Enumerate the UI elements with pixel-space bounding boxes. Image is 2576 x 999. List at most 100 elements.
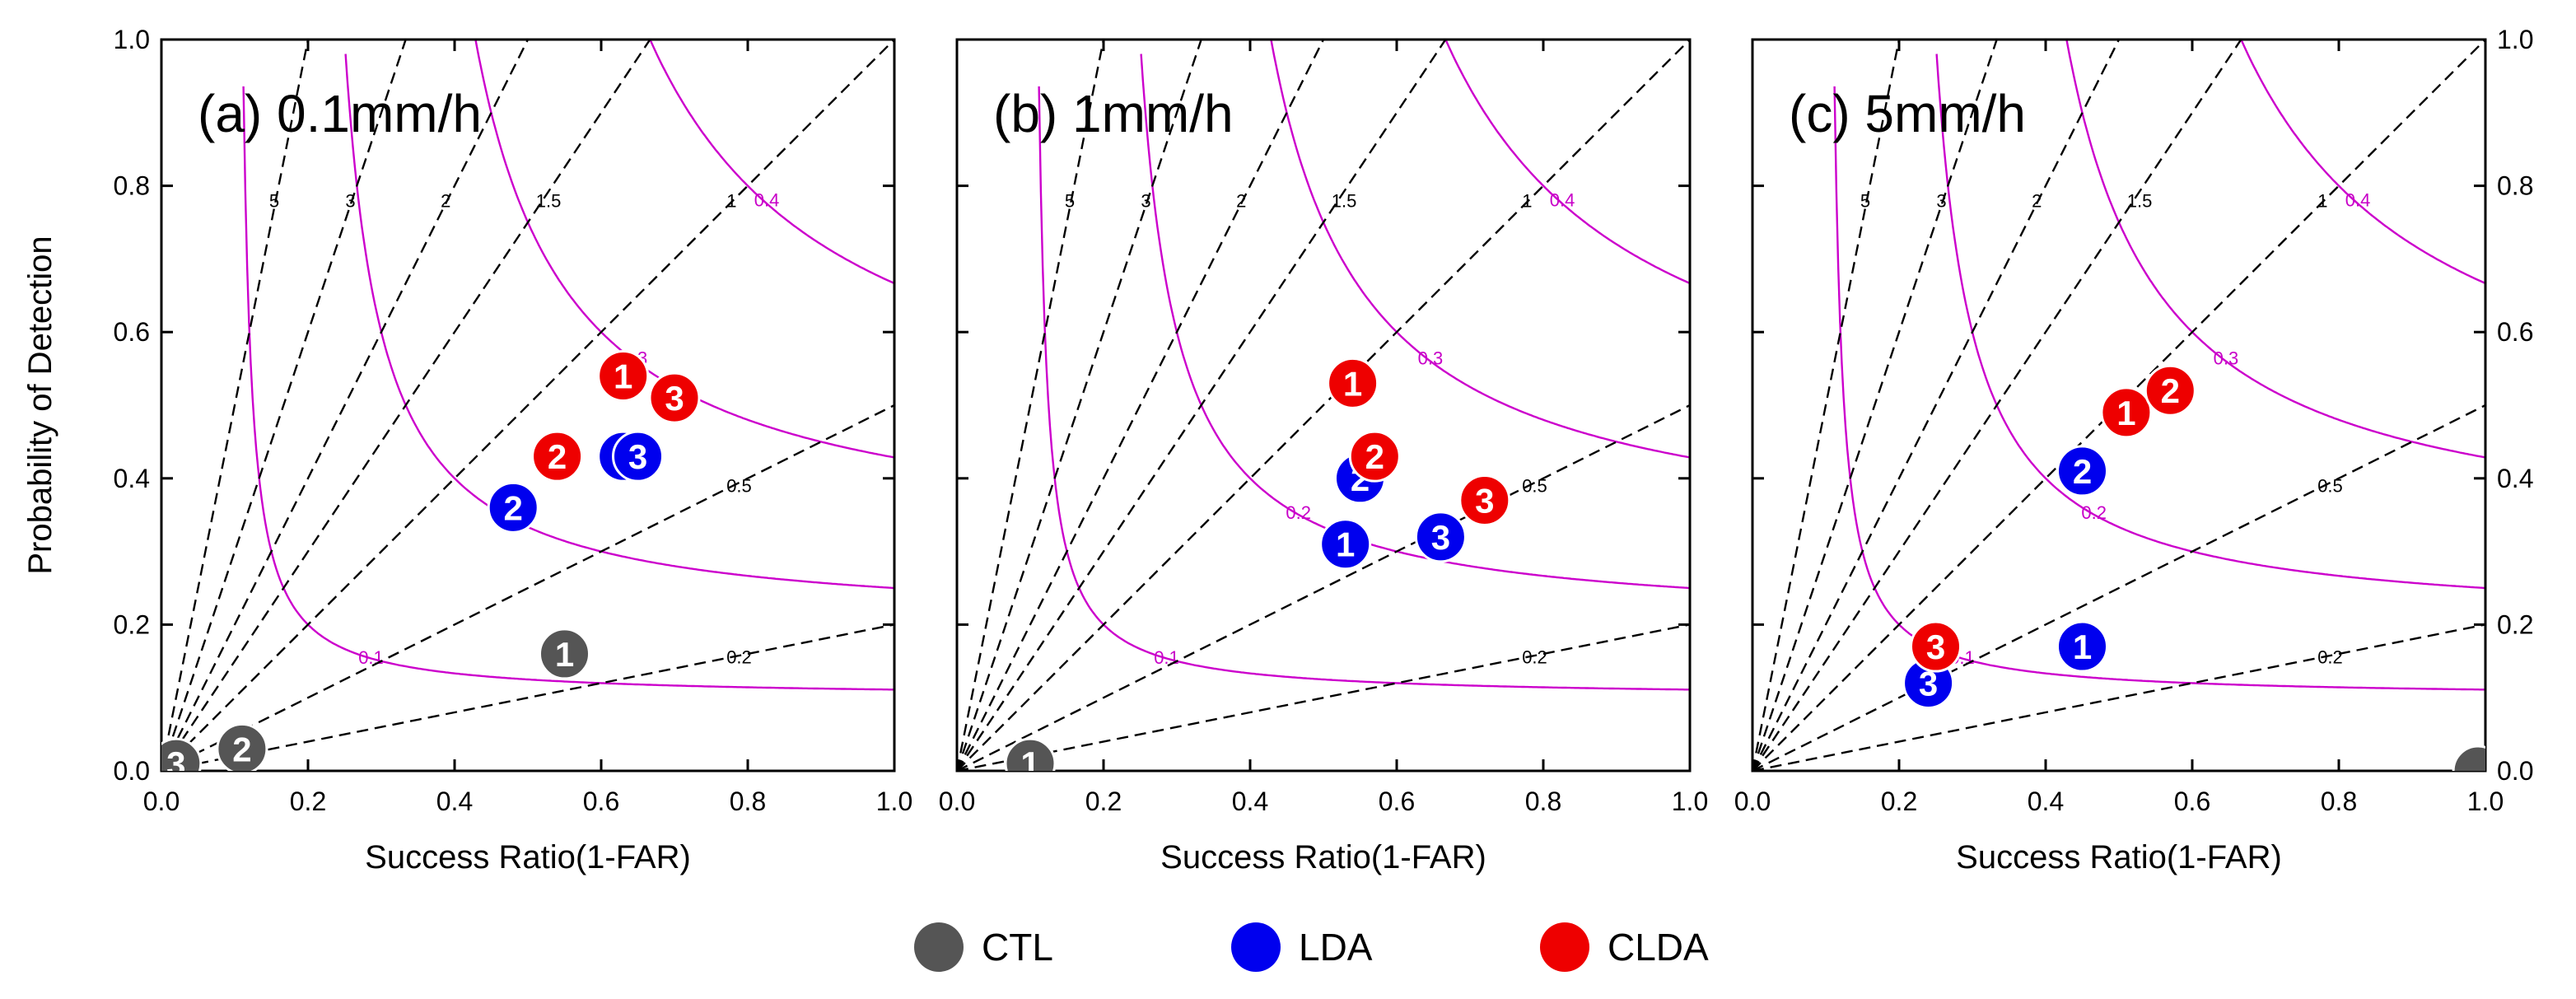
panel-title: (a) 0.1mm/h xyxy=(198,84,482,143)
marker-lda xyxy=(2056,620,2108,673)
panel-title: (b) 1mm/h xyxy=(993,84,1234,143)
y-tick-label-right: 0.8 xyxy=(2497,171,2533,201)
marker-ctl xyxy=(539,628,590,680)
marker-clda xyxy=(2144,364,2196,417)
csi-contour xyxy=(1935,54,2485,590)
y-tick-label-right: 0.0 xyxy=(2497,756,2533,786)
x-tick-label: 0.8 xyxy=(730,787,766,816)
bias-line xyxy=(1752,623,2485,771)
marker-label: 1 xyxy=(2073,628,2092,666)
x-axis-title: Success Ratio(1-FAR) xyxy=(1956,839,2282,875)
y-tick-label: 0.2 xyxy=(114,609,150,639)
marker-label: 3 xyxy=(1919,664,1938,703)
plot-frame xyxy=(1751,38,2487,773)
marker-label: 1 xyxy=(2116,394,2135,432)
x-tick-label: 1.0 xyxy=(876,787,912,816)
marker-label: 3 xyxy=(628,437,647,476)
csi-contour xyxy=(1140,54,1690,590)
legend-marker-lda xyxy=(1231,922,1281,972)
marker-label: 3 xyxy=(1926,628,1945,666)
plot-frame xyxy=(955,38,1692,773)
csi-contour xyxy=(2473,26,2486,40)
marker-ctl xyxy=(216,722,268,771)
panel-2: 0.1 0.2 0.3 0.4 0.2 0.5 1 1.5 2 3 5 0.0 0.2 0.4 0.6 0.8… xyxy=(939,38,1708,875)
x-tick-label: 0.0 xyxy=(1734,787,1771,816)
bias-label: 0.2 xyxy=(2317,647,2343,667)
bias-line xyxy=(161,40,651,771)
csi-contour xyxy=(2239,40,2485,285)
bias-label: 0.5 xyxy=(726,476,752,497)
marker-clda xyxy=(648,371,701,424)
marker-label: 1 xyxy=(1343,364,1362,403)
bias-label: 5 xyxy=(269,190,279,211)
x-tick-label: 0.0 xyxy=(939,787,975,816)
x-tick-label: 0.6 xyxy=(2174,787,2210,816)
x-axis-title: Success Ratio(1-FAR) xyxy=(1160,839,1486,875)
bias-line xyxy=(161,40,894,771)
plot-frame xyxy=(160,38,896,773)
csi-contour xyxy=(344,54,894,590)
bias-label: 1.5 xyxy=(1332,190,1357,211)
bias-line xyxy=(1752,404,2485,771)
legend-label-clda: CLDA xyxy=(1608,926,1709,969)
csi-label: 0.1 xyxy=(1154,647,1179,668)
csi-contour xyxy=(1270,40,1690,459)
x-tick-label: 0.4 xyxy=(2028,787,2064,816)
marker-label: 2 xyxy=(1365,437,1384,476)
x-tick-label: 0.8 xyxy=(2321,787,2357,816)
x-tick-label: 0.2 xyxy=(1085,787,1122,816)
marker-label: 3 xyxy=(1475,481,1494,520)
csi-label: 0.2 xyxy=(2081,502,2107,523)
bias-line xyxy=(957,40,1325,771)
marker-lda xyxy=(612,430,664,483)
csi-contour xyxy=(1444,40,1690,285)
markers: 123123123 xyxy=(161,349,701,771)
marker-lda xyxy=(487,481,539,534)
x-tick-label: 0.6 xyxy=(1379,787,1415,816)
panel-1: 0.10.20.30.40.20.511.52350.00.20.40.60.8… xyxy=(22,25,912,875)
x-tick-label: 1.0 xyxy=(2467,787,2504,816)
marker-clda xyxy=(597,349,650,402)
bias-label: 5 xyxy=(1860,190,1870,211)
bias-line xyxy=(161,623,894,771)
bias-label: 1 xyxy=(1522,190,1532,211)
y-tick-label: 0.0 xyxy=(114,756,150,786)
bias-line xyxy=(957,40,1202,771)
x-tick-label: 0.2 xyxy=(1881,787,1917,816)
x-tick-label: 1.0 xyxy=(1672,787,1708,816)
bias-line xyxy=(1752,40,1901,771)
y-tick-label-right: 0.6 xyxy=(2497,317,2533,347)
bias-label: 1.5 xyxy=(2127,190,2153,211)
bias-label: 1 xyxy=(726,190,736,211)
bias-label: 0.5 xyxy=(2317,476,2343,497)
csi-label: 0.3 xyxy=(2214,348,2239,369)
bias-label: 1 xyxy=(2317,190,2327,211)
bias-line xyxy=(161,40,407,771)
bias-label: 3 xyxy=(1141,190,1150,211)
marker-ctl xyxy=(1004,737,1057,771)
x-tick-label: 0.0 xyxy=(143,787,180,816)
bias-line xyxy=(1752,40,2242,771)
bias-line xyxy=(957,623,1690,771)
bias-label: 2 xyxy=(2032,190,2042,211)
csi-contour xyxy=(2065,40,2485,459)
csi-label: 0.4 xyxy=(2345,190,2371,211)
marker-clda xyxy=(1910,620,1962,673)
bias-line xyxy=(1752,40,1998,771)
csi-label: 0.4 xyxy=(1550,190,1575,211)
marker-clda xyxy=(1327,357,1379,409)
y-tick-label-right: 0.2 xyxy=(2497,609,2533,639)
marker-clda xyxy=(531,430,584,483)
y-tick-label: 0.4 xyxy=(114,464,150,493)
csi-label: 0.3 xyxy=(1418,348,1444,369)
marker-clda xyxy=(1458,474,1511,526)
bias-label: 3 xyxy=(345,190,355,211)
y-tick-label: 0.6 xyxy=(114,317,150,347)
csi-contour xyxy=(242,86,894,691)
bias-label: 2 xyxy=(441,190,450,211)
marker-lda xyxy=(1414,511,1467,563)
